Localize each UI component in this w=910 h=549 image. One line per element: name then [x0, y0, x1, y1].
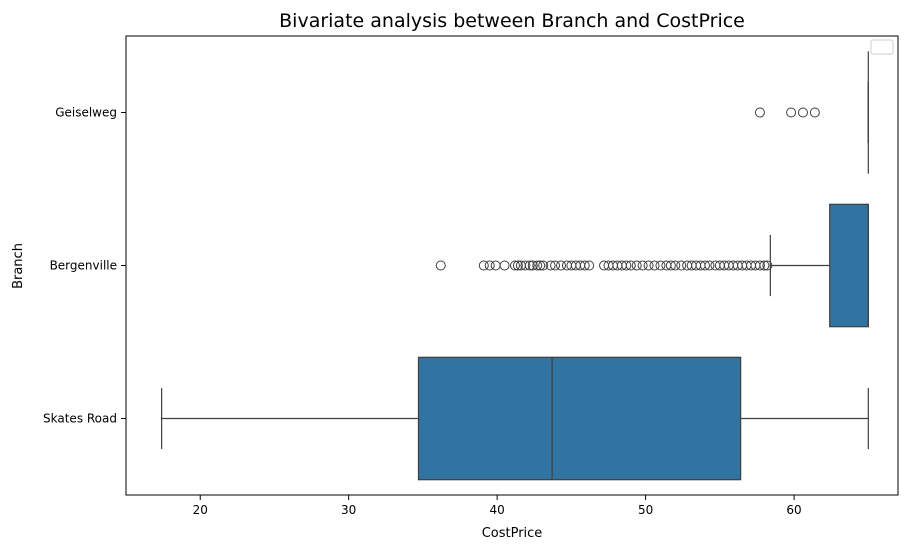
outlier-point: [509, 260, 520, 271]
y-tick-label: Skates Road: [43, 412, 117, 426]
x-tick-label: 30: [341, 503, 356, 517]
iqr-box: [829, 203, 869, 328]
legend-box: [870, 39, 894, 55]
outlier-point: [762, 260, 773, 271]
outlier-point: [478, 260, 489, 271]
outlier-point: [484, 260, 495, 271]
y-axis-label: Branch: [11, 243, 26, 289]
x-tick-label: 20: [193, 503, 208, 517]
outlier-point: [797, 107, 808, 118]
y-tick-label: Geiselweg: [55, 106, 117, 120]
outlier-point: [512, 260, 523, 271]
outlier-point: [809, 107, 820, 118]
box-geiselweg: [754, 51, 869, 174]
outlier-point: [676, 260, 687, 271]
x-axis-label: CostPrice: [482, 526, 543, 541]
outlier-point: [786, 107, 797, 118]
outlier-point: [754, 107, 765, 118]
outlier-point: [631, 260, 642, 271]
outlier-point: [649, 260, 660, 271]
outlier-point: [655, 260, 666, 271]
outlier-point: [584, 260, 595, 271]
outlier-point: [490, 260, 501, 271]
x-tick-label: 50: [638, 503, 653, 517]
iqr-box: [417, 356, 742, 481]
outlier-point: [637, 260, 648, 271]
x-axis: 20 30 40 50 60: [193, 495, 802, 517]
y-axis: Geiselweg Bergenville Skates Road: [43, 106, 126, 426]
outlier-point: [754, 260, 765, 271]
outlier-point: [665, 260, 676, 271]
y-tick-label: Bergenville: [50, 259, 117, 273]
outlier-point: [524, 260, 535, 271]
box-bergenville: [435, 203, 869, 328]
x-tick-label: 60: [786, 503, 801, 517]
box-skates-road: [161, 356, 869, 481]
outlier-point: [704, 260, 715, 271]
outlier-point: [535, 260, 546, 271]
outlier-point: [759, 260, 770, 271]
outlier-point: [550, 260, 561, 271]
outlier-point: [435, 260, 446, 271]
outlier-point: [555, 260, 566, 271]
x-tick-label: 40: [490, 503, 505, 517]
chart-title: Bivariate analysis between Branch and Co…: [279, 10, 745, 32]
outlier-point: [520, 260, 531, 271]
outlier-point: [625, 260, 636, 271]
outlier-point: [643, 260, 654, 271]
box-series: [161, 51, 869, 481]
outlier-point: [670, 260, 681, 271]
outlier-point: [579, 260, 590, 271]
outlier-point: [538, 260, 549, 271]
outlier-point: [545, 260, 556, 271]
outlier-point: [621, 260, 632, 271]
outlier-point: [700, 260, 710, 271]
outlier-point: [499, 260, 510, 271]
outlier-point: [532, 260, 543, 271]
outlier-point: [527, 260, 538, 271]
